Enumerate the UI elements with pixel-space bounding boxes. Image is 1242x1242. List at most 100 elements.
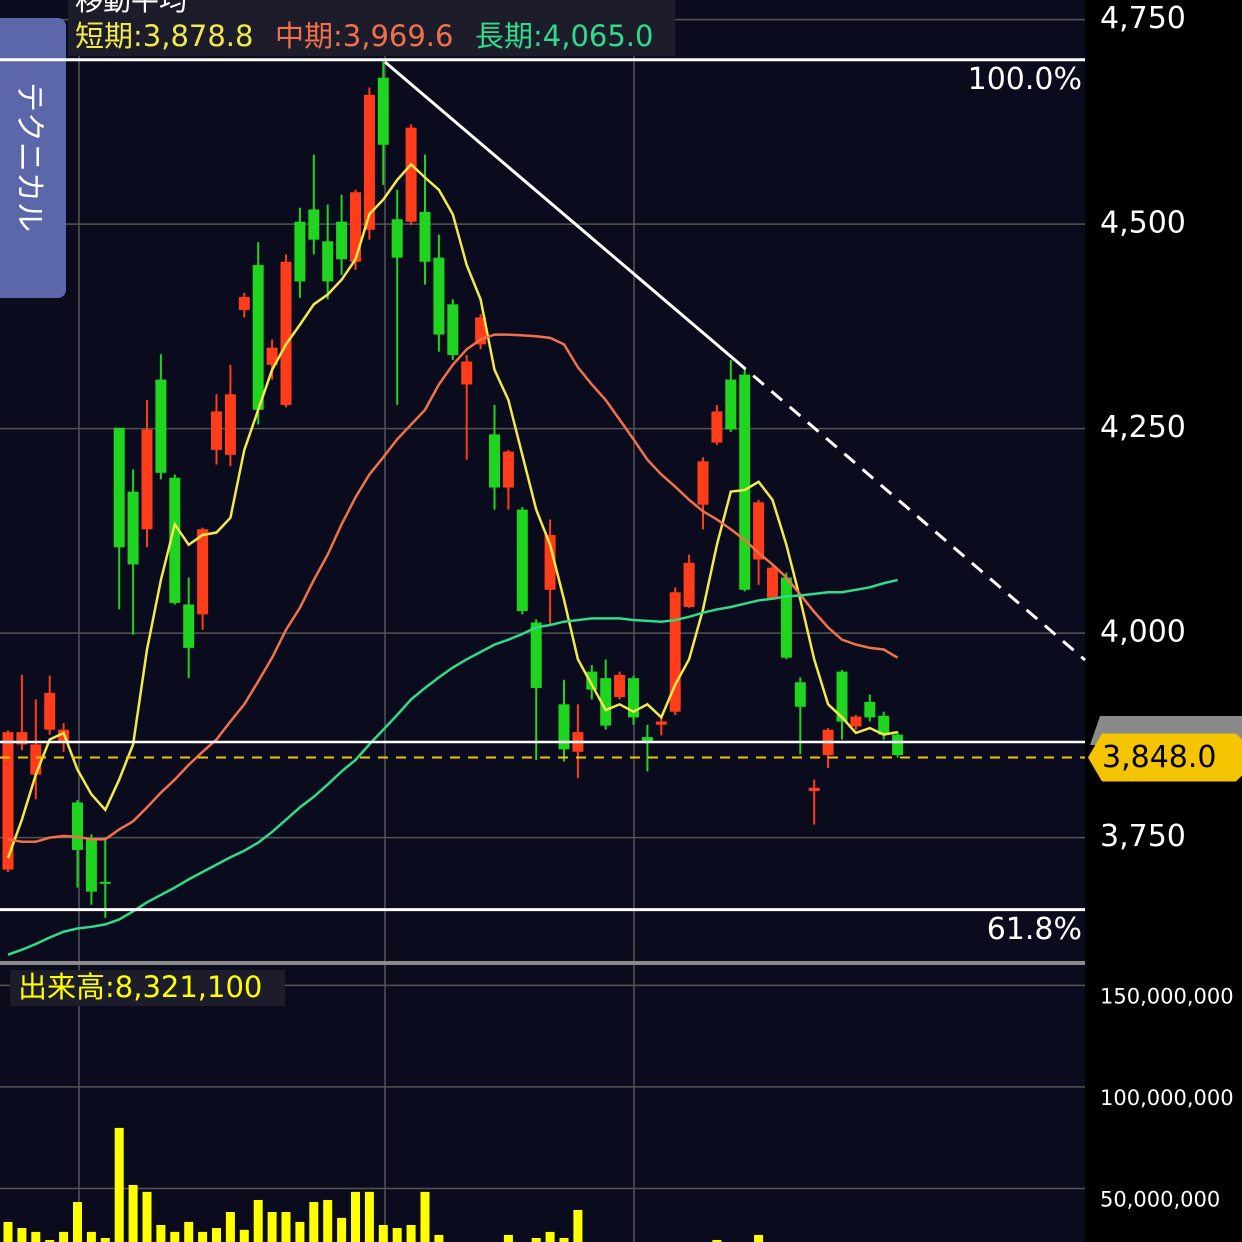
volume-bar: [531, 1238, 541, 1242]
legend-box: [68, 0, 675, 56]
volume-bar: [128, 1184, 138, 1242]
candle-body: [516, 509, 528, 612]
candle-body: [16, 732, 28, 745]
moving-average-line: [7, 333, 899, 843]
candle-body: [85, 839, 97, 892]
volume-bar: [3, 1221, 13, 1242]
candle-body: [836, 671, 848, 722]
candle-body: [641, 737, 653, 743]
candle-body: [808, 787, 820, 792]
volume-bar: [170, 1231, 180, 1242]
side-tab-label[interactable]: テクニカル: [12, 82, 47, 232]
y-tick-label: 50,000,000: [1100, 1187, 1220, 1211]
candle-body: [600, 678, 612, 726]
legend-entry: 長期:4,065.0: [475, 19, 653, 53]
candle-body: [794, 682, 806, 707]
candle-body: [739, 374, 751, 590]
volume-bar: [337, 1217, 347, 1242]
candle-body: [169, 477, 181, 603]
volume-bar: [45, 1240, 55, 1242]
volume-bar: [281, 1212, 291, 1242]
candle-body: [238, 296, 250, 311]
volume-bar: [142, 1191, 152, 1242]
volume-bar: [86, 1231, 96, 1242]
side-tab[interactable]: [0, 18, 66, 298]
candle-body: [350, 192, 361, 262]
volume-bar: [351, 1191, 360, 1242]
candle-body: [850, 716, 862, 727]
volume-bar: [31, 1231, 41, 1242]
candle-body: [753, 502, 765, 560]
volume-bar: [114, 1127, 124, 1242]
candle-body: [141, 429, 153, 530]
volume-bar: [420, 1191, 430, 1242]
volume-bar: [253, 1200, 263, 1242]
candle-body: [878, 715, 890, 735]
volume-bar: [59, 1231, 69, 1242]
volume-bar: [406, 1225, 416, 1242]
axis-background: [1085, 0, 1242, 1242]
candle-body: [391, 219, 403, 258]
volume-bar: [156, 1225, 166, 1242]
candle-body: [864, 701, 876, 718]
volume-bar: [434, 1234, 444, 1242]
candle-body: [308, 209, 320, 240]
legend-entry: 中期:3,969.6: [275, 19, 453, 53]
volume-bar: [100, 1238, 110, 1242]
marks: [0, 18, 1085, 1242]
candle-body: [155, 379, 167, 473]
volume-bar: [239, 1229, 249, 1242]
candle-body: [99, 881, 111, 884]
candle-body: [461, 361, 473, 385]
volume-bar: [73, 1202, 82, 1242]
candle-body: [628, 678, 639, 718]
volume-bar: [503, 1234, 513, 1242]
candle-body: [892, 734, 904, 756]
y-tick-label: 4,500: [1100, 206, 1186, 241]
volume-bar: [754, 1234, 764, 1242]
y-tick-label: 150,000,000: [1100, 984, 1234, 1008]
volume-bar: [559, 1238, 569, 1242]
volume-bar: [323, 1200, 333, 1242]
y-tick-label: 4,000: [1100, 615, 1186, 650]
candle-body: [294, 221, 306, 282]
candle-body: [113, 427, 125, 548]
candle-body: [336, 221, 348, 260]
candle-body: [419, 211, 431, 262]
volume-bar: [309, 1202, 319, 1242]
candle-body: [725, 379, 737, 430]
candle-body: [586, 671, 598, 690]
fibonacci-label: 61.8%: [987, 912, 1082, 947]
volume-bar: [573, 1209, 583, 1242]
trend-line-extension: [734, 358, 1086, 662]
y-tick-label: 4,250: [1100, 410, 1186, 445]
candle-body: [280, 261, 292, 405]
candle-body: [363, 94, 375, 230]
moving-average-line: [7, 578, 898, 956]
last-price-label: 3,848.0: [1102, 740, 1217, 775]
candle-body: [433, 257, 445, 335]
candle-body: [127, 491, 139, 565]
candle-body: [502, 451, 514, 488]
volume-bar: [198, 1231, 208, 1242]
volume-bar: [545, 1231, 555, 1242]
candle-body: [44, 692, 56, 730]
volume-bar: [392, 1228, 402, 1242]
candle-body: [197, 529, 209, 615]
candle-body: [211, 411, 222, 450]
legend-entry: 短期:3,878.8: [75, 19, 253, 53]
candle-body: [558, 704, 570, 750]
candle-body: [224, 394, 236, 455]
candle-body: [30, 744, 42, 775]
plot-background: [0, 0, 1085, 1242]
candle-body: [377, 77, 389, 145]
candle-body: [711, 411, 723, 443]
legend-title: 移動平均: [75, 0, 187, 17]
candle-body: [72, 802, 83, 850]
volume-bar: [267, 1212, 277, 1242]
candle-body: [252, 265, 264, 410]
candle-body: [655, 721, 667, 725]
candle-body: [767, 567, 778, 598]
volume-bar: [712, 1240, 722, 1242]
